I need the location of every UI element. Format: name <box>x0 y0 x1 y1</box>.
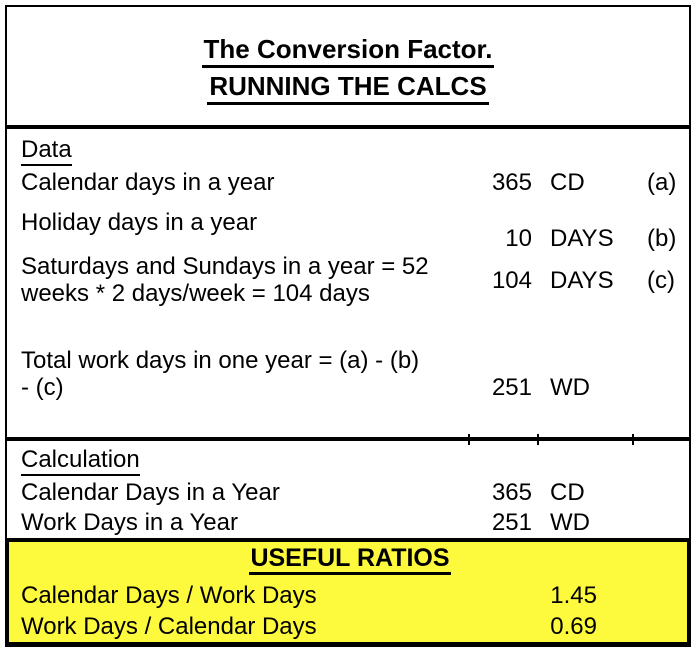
row-unit: CD <box>550 169 585 196</box>
row-ref: (c) <box>647 266 675 294</box>
row-value: 251 <box>491 374 532 401</box>
row-label: Calendar days in a year <box>21 169 275 196</box>
row-value: 251 <box>491 509 532 536</box>
cell-boundary-tick <box>632 434 634 445</box>
calc-row-calendar-days: Calendar Days in a Year 365 CD <box>21 479 681 506</box>
row-label: Calendar Days in a Year <box>21 479 280 506</box>
cell-boundary-tick <box>468 434 470 445</box>
row-label: Saturdays and Sundays in a year = 52 wee… <box>21 253 429 307</box>
row-unit: WD <box>550 509 590 536</box>
data-section: Data Calendar days in a year 365 CD (a) … <box>5 125 691 437</box>
row-label: Work Days in a Year <box>21 509 238 536</box>
row-unit: WD <box>550 374 590 401</box>
row-value: 365 <box>491 479 532 506</box>
row-value: 104 <box>491 266 532 294</box>
row-value: 10 <box>505 225 532 252</box>
title-box: The Conversion Factor. RUNNING THE CALCS <box>5 5 691 125</box>
data-row-total-work-days: Total work days in one year = (a) - (b) … <box>21 347 681 401</box>
useful-ratios-section: USEFUL RATIOS Calendar Days / Work Days … <box>5 538 691 647</box>
data-row-weekend-days: Saturdays and Sundays in a year = 52 wee… <box>21 253 681 307</box>
data-row-holiday-days: Holiday days in a year 10 DAYS (b) <box>21 209 681 252</box>
calculation-section: Calculation Calendar Days in a Year 365 … <box>5 434 691 538</box>
row-unit: DAYS <box>550 225 614 252</box>
data-row-calendar-days: Calendar days in a year 365 CD (a) <box>21 169 681 196</box>
row-label: Holiday days in a year <box>21 209 258 236</box>
page-title-line2: RUNNING THE CALCS <box>207 71 489 105</box>
row-unit: CD <box>550 479 585 506</box>
data-heading: Data <box>21 136 72 166</box>
page-title-line1: The Conversion Factor. <box>201 34 495 68</box>
row-value: 365 <box>491 169 532 196</box>
row-label: Calendar Days / Work Days <box>21 582 317 609</box>
ratio-row-cd-per-wd: Calendar Days / Work Days 1.45 <box>21 582 679 610</box>
row-ref: (b) <box>647 225 677 252</box>
row-value: 1.45 <box>550 582 597 609</box>
row-ref: (a) <box>647 169 677 196</box>
calculation-heading: Calculation <box>21 446 140 476</box>
useful-ratios-heading: USEFUL RATIOS <box>249 544 451 575</box>
ratio-row-wd-per-cd: Work Days / Calendar Days 0.69 <box>21 613 679 641</box>
calc-row-work-days: Work Days in a Year 251 WD <box>21 509 681 536</box>
row-label: Total work days in one year = (a) - (b) … <box>21 347 420 401</box>
conversion-factor-sheet: The Conversion Factor. RUNNING THE CALCS… <box>5 5 691 647</box>
row-value: 0.69 <box>550 613 597 640</box>
row-unit: DAYS <box>550 266 614 294</box>
row-label: Work Days / Calendar Days <box>21 613 317 640</box>
cell-boundary-tick <box>537 434 539 445</box>
